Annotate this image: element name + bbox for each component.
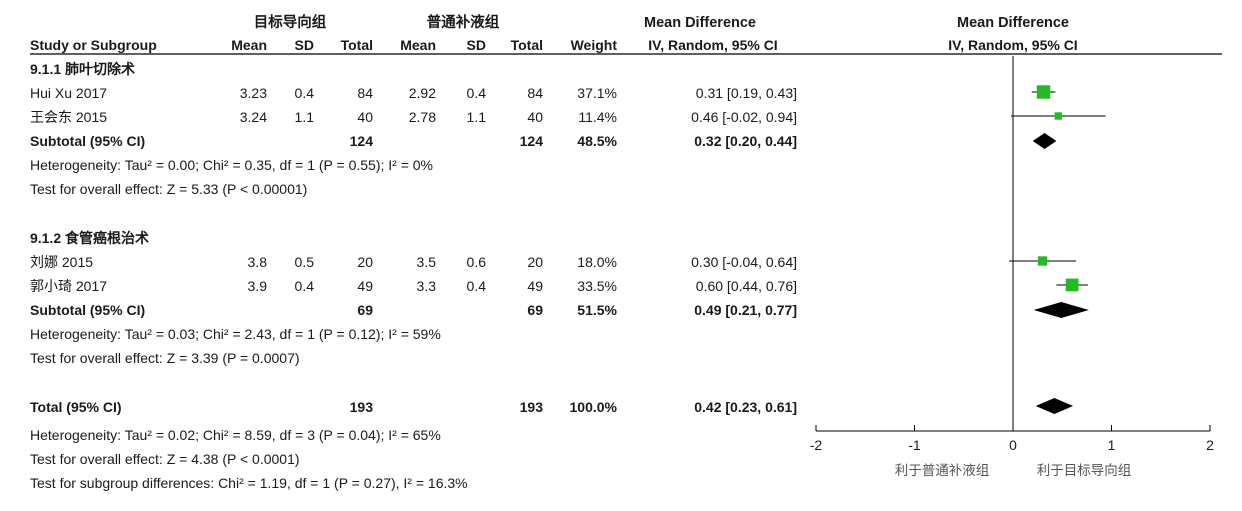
subtotal-label: Subtotal (95% CI): [30, 133, 145, 149]
subtotal-exp-total: 69: [357, 302, 373, 318]
subtotal-row-group-1: Subtotal (95% CI) 124 124 48.5% 0.32 [0.…: [30, 133, 797, 149]
ctl-total: 20: [527, 254, 543, 270]
favours-control-label: 利于普通补液组: [895, 463, 990, 478]
subtotal-weight: 51.5%: [577, 302, 617, 318]
ctl-mean: 2.78: [409, 109, 436, 125]
study-effect-square: [1054, 112, 1063, 120]
x-axis-tick-label: 0: [1009, 437, 1017, 453]
subtotal-exp-total: 124: [350, 133, 374, 149]
x-axis-tick-label: 2: [1206, 437, 1214, 453]
ctl-total: 84: [527, 85, 543, 101]
col-total-exp-header: Total: [341, 37, 373, 53]
ctl-mean: 3.5: [417, 254, 437, 270]
ctl-total: 49: [527, 278, 543, 294]
control-group-header: 普通补液组: [427, 13, 500, 31]
total-exp-n: 193: [350, 399, 374, 415]
study-weight: 11.4%: [578, 109, 617, 125]
total-heterogeneity: Heterogeneity: Tau² = 0.02; Chi² = 8.59,…: [30, 427, 441, 443]
subtotal-diamond: [1033, 302, 1089, 318]
total-overall-effect: Test for overall effect: Z = 4.38 (P < 0…: [30, 451, 300, 467]
subtotal-diamond: [1032, 133, 1057, 149]
exp-total: 20: [357, 254, 373, 270]
study-name: Hui Xu 2017: [30, 85, 107, 101]
study-name: 刘娜 2015: [30, 254, 93, 270]
subtotal-label: Subtotal (95% CI): [30, 302, 145, 318]
study-effect-square: [1037, 256, 1048, 266]
study-name: 王会东 2015: [30, 109, 107, 125]
total-row: Total (95% CI) 193 193 100.0% 0.42 [0.23…: [30, 399, 797, 415]
exp-sd: 0.5: [295, 254, 315, 270]
subtotal-ctl-total: 124: [520, 133, 544, 149]
study-ci-text: 0.46 [-0.02, 0.94]: [691, 109, 797, 125]
exp-total: 40: [357, 109, 373, 125]
group-1-label: 9.1.1 肺叶切除术: [30, 61, 135, 77]
ctl-sd: 0.4: [467, 85, 487, 101]
study-ci-text: 0.31 [0.19, 0.43]: [696, 85, 797, 101]
total-weight: 100.0%: [570, 399, 618, 415]
ctl-total: 40: [527, 109, 543, 125]
study-effect-square: [1036, 85, 1051, 99]
exp-mean: 3.23: [240, 85, 267, 101]
col-md-ci-header: IV, Random, 95% CI: [648, 37, 777, 53]
col-mean-exp-header: Mean: [231, 37, 267, 53]
study-effect-square: [1065, 278, 1079, 292]
exp-mean: 3.9: [248, 278, 268, 294]
study-weight: 37.1%: [577, 85, 617, 101]
exp-total: 49: [357, 278, 373, 294]
col-sd-ctl-header: SD: [467, 37, 486, 53]
subtotal-row-group-2: Subtotal (95% CI) 69 69 51.5% 0.49 [0.21…: [30, 302, 797, 318]
ctl-sd: 0.4: [467, 278, 487, 294]
col-total-ctl-header: Total: [511, 37, 543, 53]
group-1-heterogeneity: Heterogeneity: Tau² = 0.00; Chi² = 0.35,…: [30, 157, 433, 173]
col-sd-exp-header: SD: [295, 37, 314, 53]
experimental-group-header: 目标导向组: [254, 13, 327, 31]
total-diamond: [1035, 398, 1074, 414]
total-label: Total (95% CI): [30, 399, 122, 415]
subtotal-ci-text: 0.32 [0.20, 0.44]: [694, 133, 797, 149]
exp-total: 84: [357, 85, 373, 101]
study-weight: 18.0%: [577, 254, 617, 270]
exp-mean: 3.24: [240, 109, 267, 125]
study-weight: 33.5%: [577, 278, 617, 294]
group-1-overall-effect: Test for overall effect: Z = 5.33 (P < 0…: [30, 181, 307, 197]
study-row-guo-xiaoqi-2017: 郭小琦 2017 3.9 0.4 49 3.3 0.4 49 33.5% 0.6…: [30, 278, 797, 294]
x-axis-tick-label: 1: [1108, 437, 1116, 453]
x-axis-tick-label: -2: [810, 437, 823, 453]
study-ci-text: 0.60 [0.44, 0.76]: [696, 278, 797, 294]
ctl-mean: 3.3: [417, 278, 437, 294]
study-ci-text: 0.30 [-0.04, 0.64]: [691, 254, 797, 270]
subgroup-differences-test: Test for subgroup differences: Chi² = 1.…: [30, 475, 468, 491]
exp-sd: 1.1: [295, 109, 315, 125]
x-axis-tick-label: -1: [908, 437, 921, 453]
group-2-label: 9.1.2 食管癌根治术: [30, 230, 149, 246]
exp-mean: 3.8: [248, 254, 268, 270]
subtotal-ctl-total: 69: [527, 302, 543, 318]
ctl-sd: 0.6: [467, 254, 487, 270]
plot-column-title: Mean Difference: [957, 15, 1069, 31]
favours-experimental-label: 利于目标导向组: [1037, 463, 1132, 478]
md-column-title: Mean Difference: [644, 15, 756, 31]
col-study-header: Study or Subgroup: [30, 37, 157, 53]
study-name: 郭小琦 2017: [30, 278, 107, 294]
col-weight-header: Weight: [571, 37, 618, 53]
ctl-mean: 2.92: [409, 85, 436, 101]
forest-plot-marks: -2 -1 0 1 2: [810, 56, 1214, 453]
ctl-sd: 1.1: [467, 109, 487, 125]
total-ctl-n: 193: [520, 399, 544, 415]
study-row-wang-huidong-2015: 王会东 2015 3.24 1.1 40 2.78 1.1 40 11.4% 0…: [30, 109, 797, 125]
exp-sd: 0.4: [295, 278, 315, 294]
plot-ci-header: IV, Random, 95% CI: [948, 37, 1077, 53]
study-row-liu-na-2015: 刘娜 2015 3.8 0.5 20 3.5 0.6 20 18.0% 0.30…: [30, 254, 797, 270]
group-2-heterogeneity: Heterogeneity: Tau² = 0.03; Chi² = 2.43,…: [30, 326, 441, 342]
study-row-hui-xu-2017: Hui Xu 2017 3.23 0.4 84 2.92 0.4 84 37.1…: [30, 85, 797, 101]
exp-sd: 0.4: [295, 85, 315, 101]
subtotal-weight: 48.5%: [577, 133, 617, 149]
group-2-overall-effect: Test for overall effect: Z = 3.39 (P = 0…: [30, 350, 300, 366]
subtotal-ci-text: 0.49 [0.21, 0.77]: [694, 302, 797, 318]
col-mean-ctl-header: Mean: [400, 37, 436, 53]
total-ci-text: 0.42 [0.23, 0.61]: [694, 399, 797, 415]
